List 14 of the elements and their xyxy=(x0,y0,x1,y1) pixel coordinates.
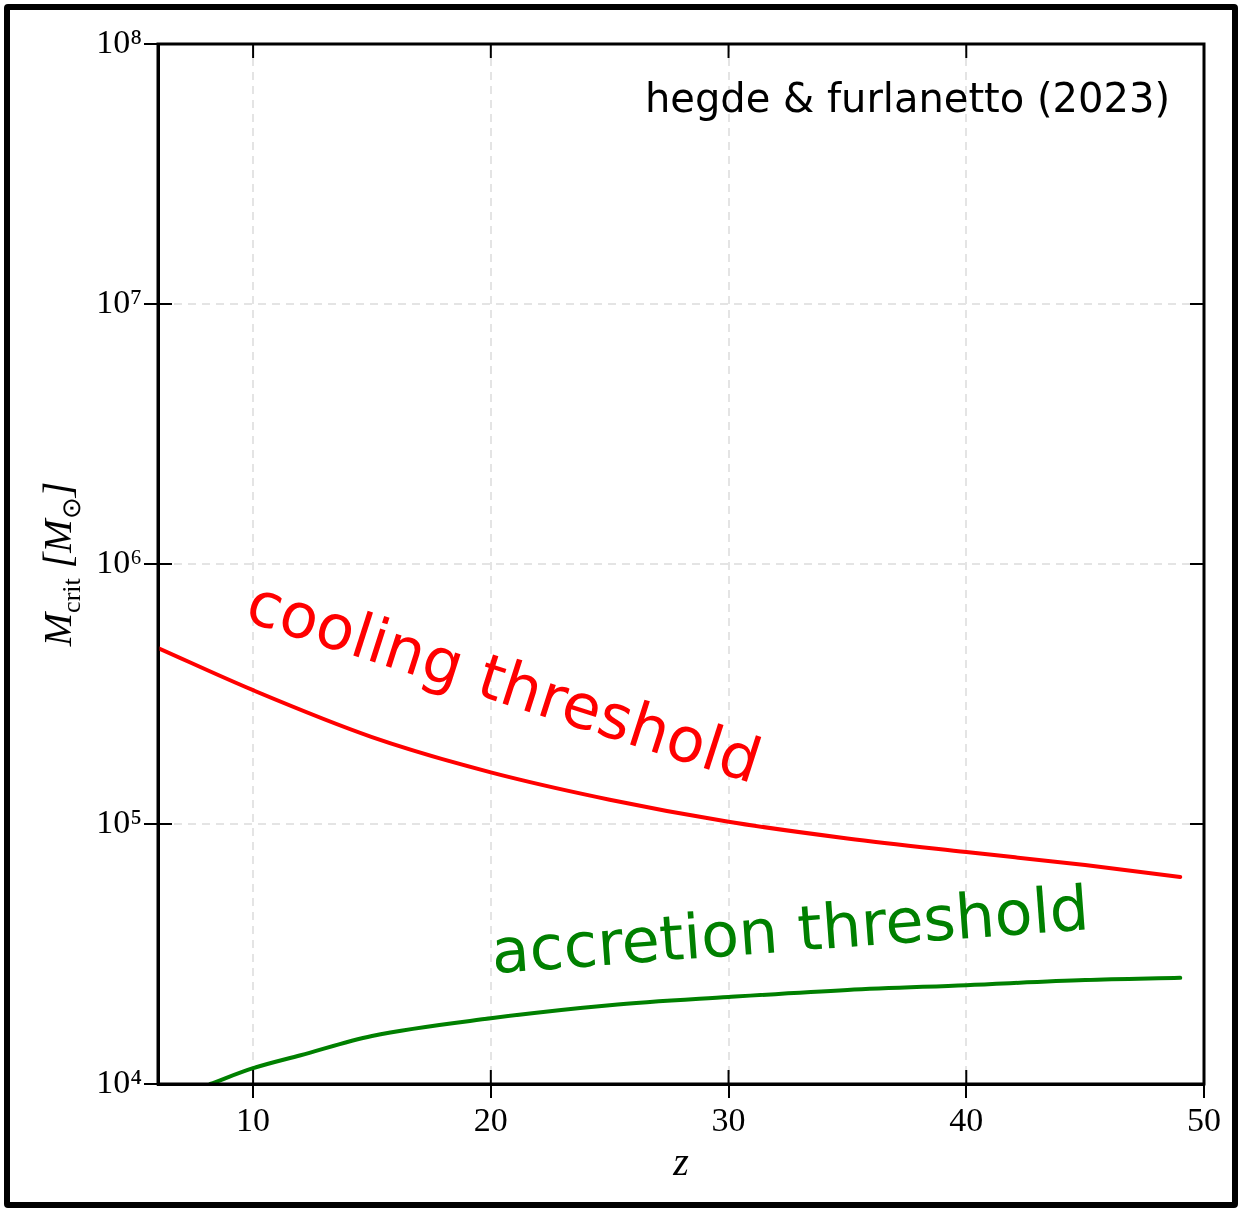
series-label: accretion threshold xyxy=(488,871,1092,989)
y-tick-label: 10⁴ xyxy=(96,1062,142,1100)
annotation: hegde & furlanetto (2023) xyxy=(645,75,1170,122)
line-series xyxy=(208,975,1183,1084)
x-tick-label: 40 xyxy=(949,1101,984,1139)
y-tick-label: 10⁵ xyxy=(96,802,142,840)
y-tick-label: 10⁸ xyxy=(96,22,142,60)
y-tick-label: 10⁶ xyxy=(96,542,142,580)
y-tick-label: 10⁷ xyxy=(96,282,142,320)
x-tick-label: 50 xyxy=(1187,1101,1221,1139)
x-axis-title: z xyxy=(672,1138,690,1184)
x-tick-label: 20 xyxy=(473,1101,508,1139)
x-tick-label: 10 xyxy=(236,1101,271,1139)
x-tick-label: 30 xyxy=(711,1101,746,1139)
